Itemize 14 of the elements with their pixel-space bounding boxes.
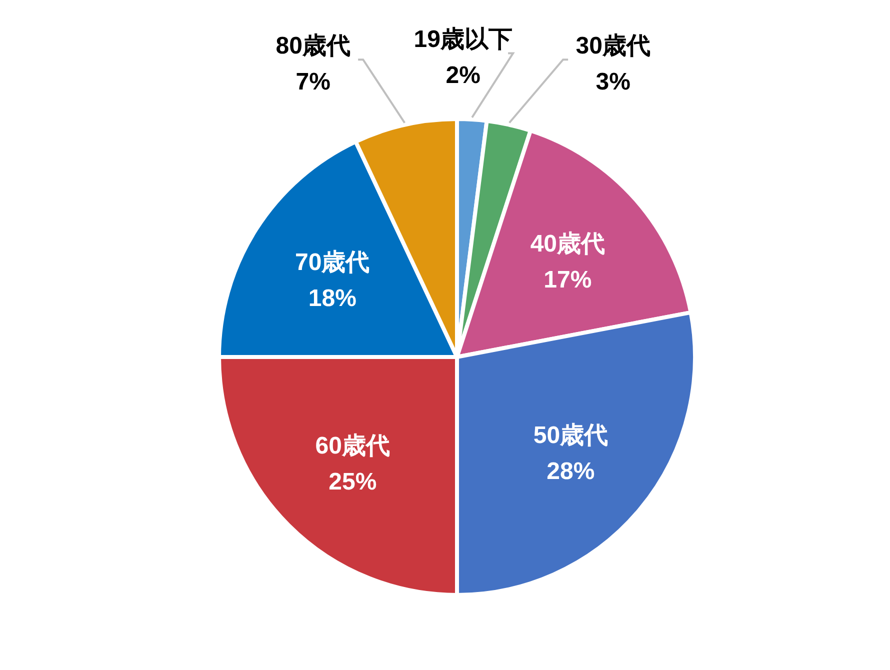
data-label: 17% — [544, 266, 592, 294]
slice-label: 40歳代 — [530, 230, 606, 258]
slice-label: 30歳代 — [576, 32, 650, 60]
slice-label: 19歳以下 — [414, 26, 512, 54]
data-label: 2% — [446, 62, 480, 90]
data-label: 25% — [328, 468, 377, 496]
data-label: 3% — [596, 68, 630, 96]
data-label: 7% — [296, 68, 330, 96]
slice-label: 80歳代 — [276, 32, 350, 60]
data-label: 28% — [546, 458, 595, 486]
slice-label: 50歳代 — [533, 422, 608, 450]
slice-label: 60歳代 — [315, 432, 390, 460]
slice-label: 70歳代 — [295, 248, 370, 276]
data-label: 18% — [308, 284, 356, 312]
